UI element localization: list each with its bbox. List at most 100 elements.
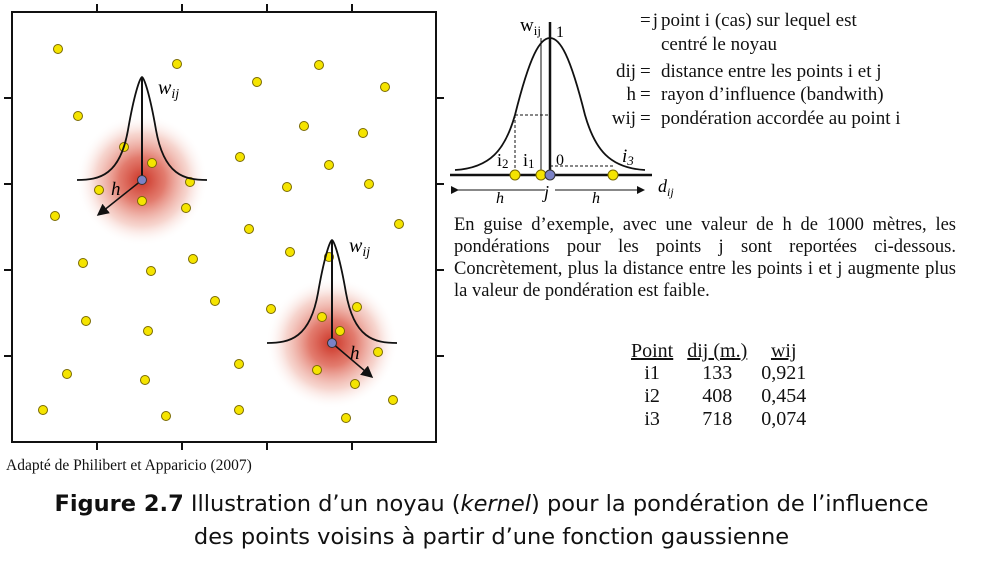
legend-text: point i (cas) sur lequel est bbox=[661, 10, 857, 31]
kernel-1: wij h bbox=[76, 76, 208, 216]
kernel-2-radius-label: h bbox=[350, 343, 360, 364]
kernel-2: wij h bbox=[266, 235, 398, 378]
map-panel: wij h wij h bbox=[4, 4, 444, 450]
origin-label: 0 bbox=[556, 152, 564, 169]
source-credit: Adapté de Philibert et Apparicio (2007) bbox=[6, 457, 252, 474]
map-point bbox=[137, 196, 147, 206]
legend-text-continued: centré le noyau bbox=[661, 34, 778, 55]
caption-italic-term: kernel bbox=[460, 491, 532, 517]
map-point bbox=[373, 347, 383, 357]
map-point bbox=[335, 326, 345, 336]
map-point bbox=[50, 211, 60, 221]
map-point bbox=[234, 405, 244, 415]
map-point bbox=[62, 369, 72, 379]
kernel-1-center-point bbox=[137, 175, 147, 185]
map-point bbox=[350, 379, 360, 389]
kernel-2-center-point bbox=[327, 338, 337, 348]
table-header-row: Point dij (m.) wij bbox=[624, 340, 813, 362]
map-point bbox=[394, 219, 404, 229]
map-point bbox=[364, 179, 374, 189]
map-point bbox=[53, 44, 63, 54]
map-point bbox=[143, 326, 153, 336]
map-point bbox=[78, 258, 88, 268]
map-point bbox=[282, 182, 292, 192]
peak-label: 1 bbox=[556, 24, 564, 41]
map-point bbox=[140, 375, 150, 385]
table-cell-point: i1 bbox=[644, 362, 660, 384]
table-header-point: Point bbox=[631, 340, 674, 362]
map-point bbox=[147, 158, 157, 168]
map-point bbox=[172, 59, 182, 69]
i3-label: i3 bbox=[622, 146, 634, 168]
example-paragraph: En guise d’exemple, avec une valeur de h… bbox=[454, 215, 956, 301]
map-point bbox=[234, 359, 244, 369]
map-point bbox=[73, 111, 83, 121]
gaussian-detail: wij 1 0 i1 i2 i3 j h h dij bbox=[450, 15, 674, 207]
point-layer bbox=[38, 44, 404, 423]
legend-text: pondération accordée au point i bbox=[661, 108, 901, 129]
map-point bbox=[244, 224, 254, 234]
legend-symbol: dij bbox=[615, 61, 636, 82]
figure-caption: Figure 2.7 Illustration d’un noyau (kern… bbox=[0, 488, 983, 554]
table-cell-point: i2 bbox=[644, 385, 660, 407]
point-i3 bbox=[607, 169, 619, 181]
map-point bbox=[314, 60, 324, 70]
legend-symbol: h bbox=[626, 84, 637, 105]
weight-axis-label: wij bbox=[520, 15, 541, 38]
map-point bbox=[94, 185, 104, 195]
map-point bbox=[388, 395, 398, 405]
map-point bbox=[210, 296, 220, 306]
legend-equals: = bbox=[640, 10, 651, 31]
kernel-2-radius-arrow bbox=[331, 342, 374, 378]
table-cell-distance: 718 bbox=[702, 408, 733, 430]
map-point bbox=[285, 247, 295, 257]
caption-text: Illustration d’un noyau ( bbox=[183, 491, 461, 517]
kernel-1-radius-arrow bbox=[96, 179, 143, 216]
j-label: j bbox=[542, 182, 549, 202]
legend-symbol: j bbox=[652, 10, 658, 31]
h-left-label: h bbox=[496, 190, 504, 207]
table-cell-point: i3 bbox=[644, 408, 660, 430]
map-point bbox=[358, 128, 368, 138]
point-i2 bbox=[509, 169, 521, 181]
map-point bbox=[380, 82, 390, 92]
legend-equals: = bbox=[640, 108, 651, 129]
caption-line-1: Figure 2.7 Illustration d’un noyau (kern… bbox=[0, 488, 983, 521]
legend-symbol: wij bbox=[611, 108, 636, 129]
map-point bbox=[341, 413, 351, 423]
map-point bbox=[352, 302, 362, 312]
map-ticks bbox=[4, 4, 444, 450]
weights-table: Point dij (m.) wij i1 133 0,921 i2 408 0… bbox=[624, 340, 813, 431]
map-point bbox=[181, 203, 191, 213]
map-point bbox=[235, 152, 245, 162]
map-point bbox=[146, 266, 156, 276]
caption-line-2: des points voisins à partir d’une foncti… bbox=[193, 524, 790, 550]
map-frame bbox=[11, 11, 437, 443]
map-point bbox=[312, 365, 322, 375]
kernel-2-weight-label: wij bbox=[349, 235, 370, 260]
i2-label: i2 bbox=[497, 150, 509, 171]
kernel-1-radius-label: h bbox=[111, 179, 121, 200]
table-row: i2 408 0,454 bbox=[624, 385, 813, 408]
caption-text: ) pour la pondération de l’influence bbox=[531, 491, 929, 517]
table-cell-distance: 133 bbox=[702, 362, 733, 384]
distance-axis-label: dij bbox=[658, 176, 674, 199]
map-point bbox=[299, 121, 309, 131]
table-cell-weight: 0,074 bbox=[761, 408, 807, 430]
point-j bbox=[544, 169, 556, 181]
map-point bbox=[188, 254, 198, 264]
table-row: i1 133 0,921 bbox=[624, 362, 813, 385]
legend-text: distance entre les points i et j bbox=[661, 61, 882, 82]
table-header-distance: dij (m.) bbox=[687, 340, 748, 362]
map-point bbox=[161, 411, 171, 421]
map-point bbox=[266, 304, 276, 314]
table-cell-distance: 408 bbox=[702, 385, 733, 407]
figure-label: Figure 2.7 bbox=[54, 491, 184, 517]
legend-text: rayon d’influence (bandwith) bbox=[661, 84, 884, 105]
map-point bbox=[81, 316, 91, 326]
map-point bbox=[324, 160, 334, 170]
map-point bbox=[252, 77, 262, 87]
legend-equals: = bbox=[640, 61, 651, 82]
kernel-1-weight-label: wij bbox=[158, 77, 179, 102]
